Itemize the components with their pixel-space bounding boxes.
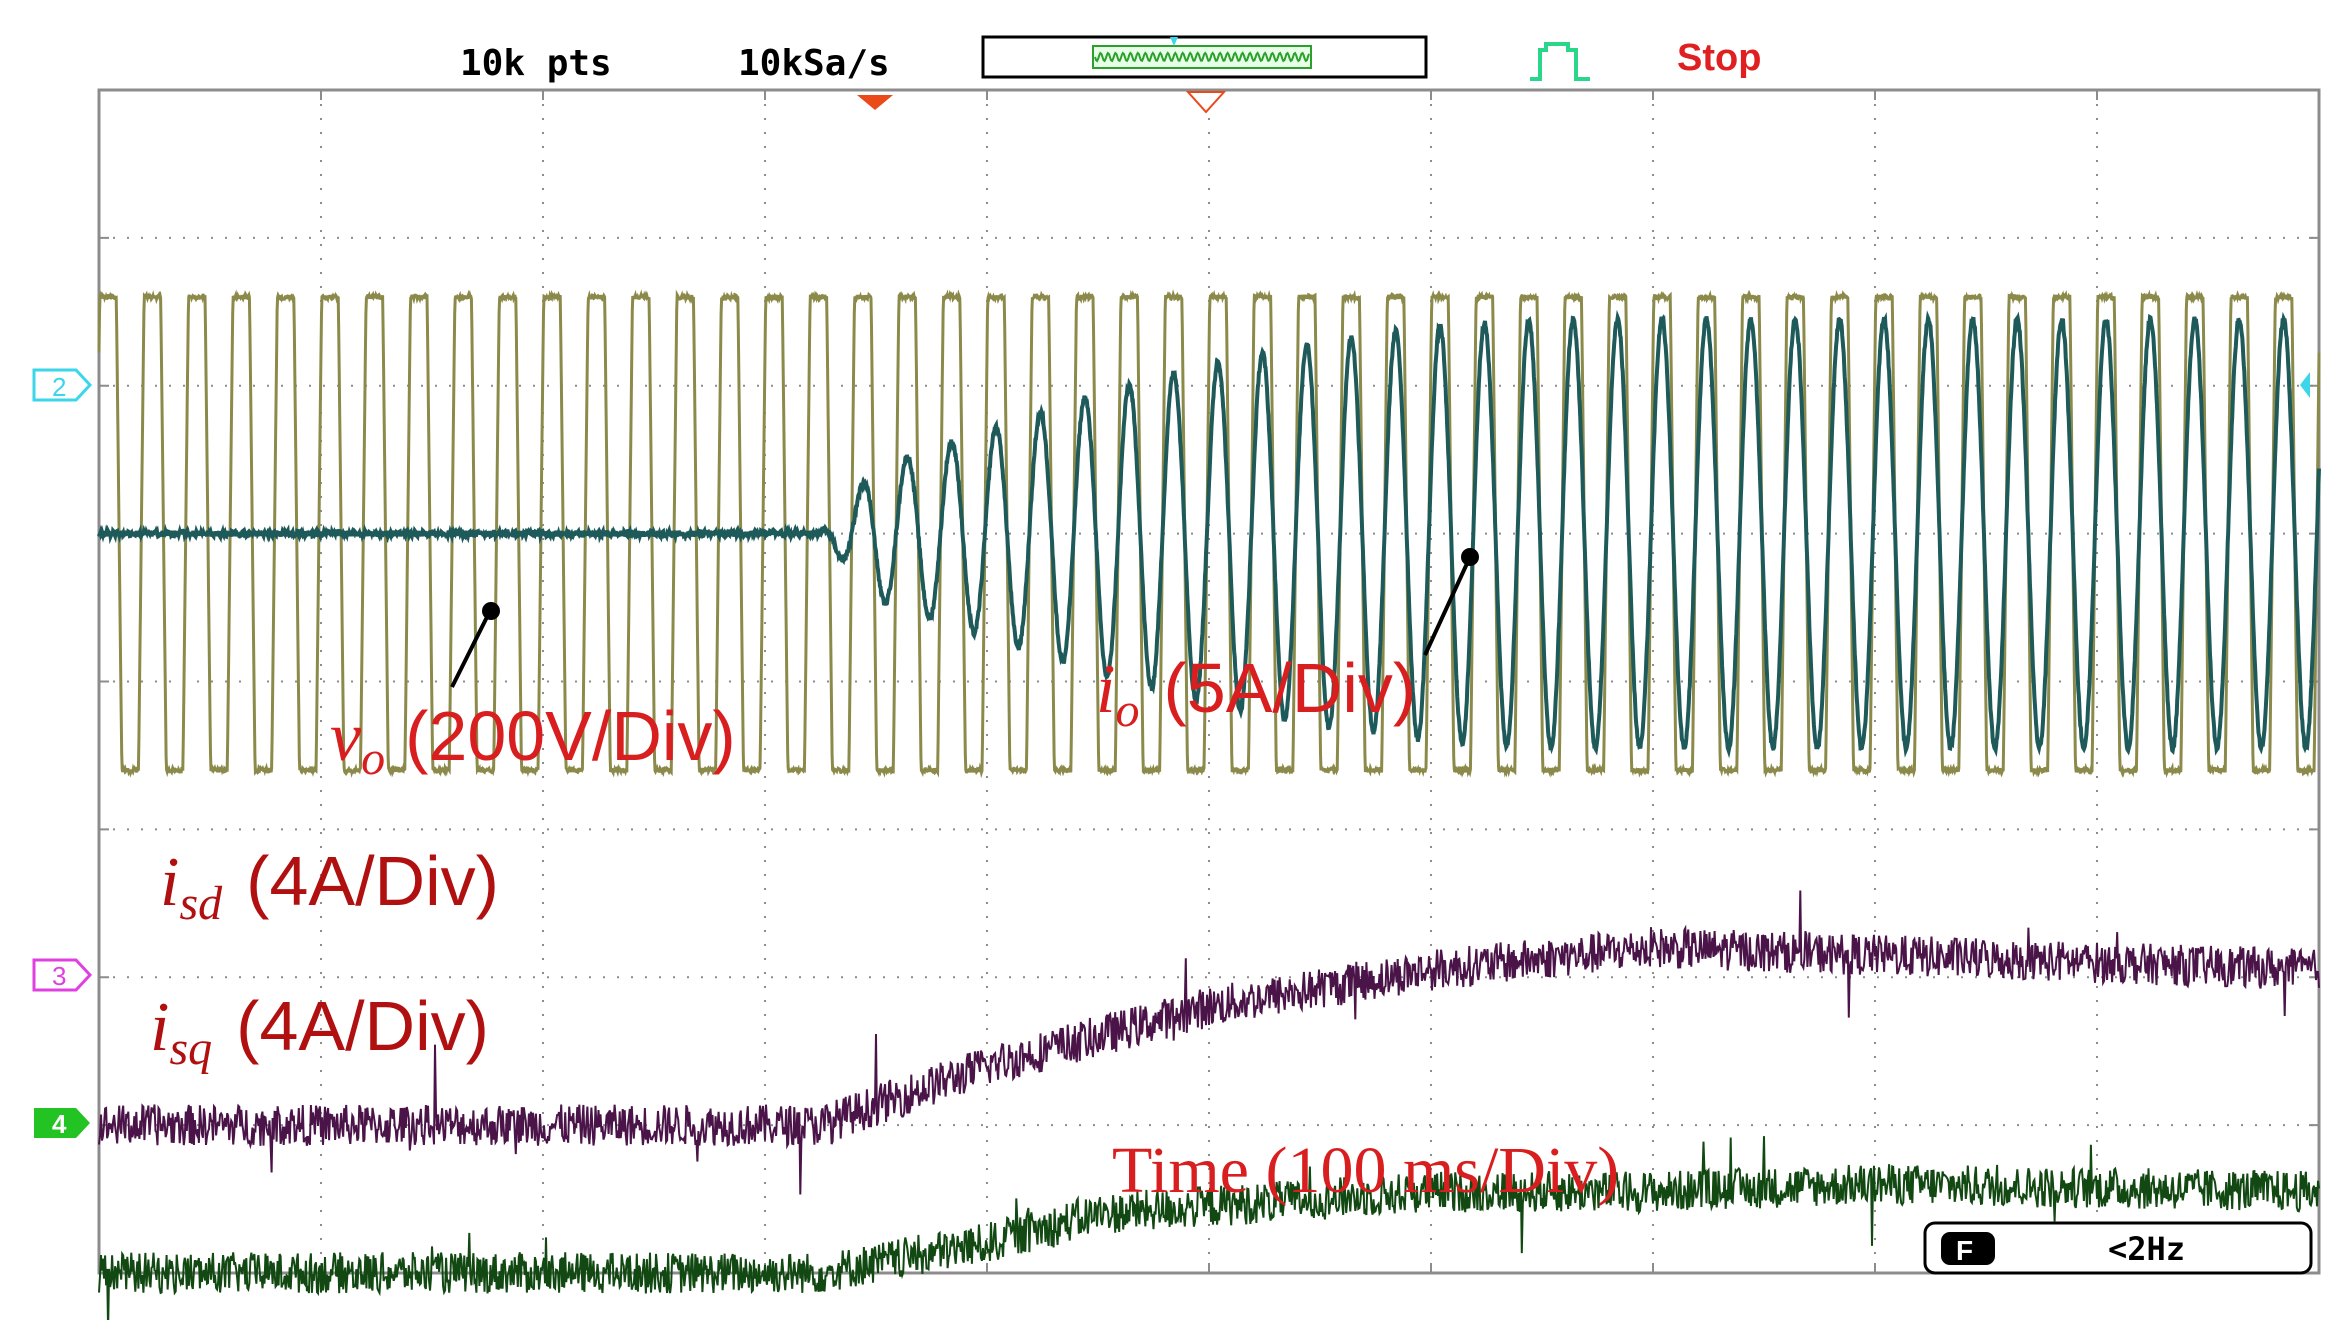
waveform-traces: [97, 289, 2321, 1320]
channel-2-right-marker: [2300, 372, 2310, 398]
annotation-isd: isd (4A/Div): [160, 842, 499, 930]
trace-isd: [98, 890, 2320, 1195]
svg-text:2: 2: [52, 372, 66, 402]
x-axis-title: Time (100 ms/Div): [1112, 1134, 1619, 1207]
channel-2-marker: 2: [32, 368, 93, 402]
channel-3-marker: 3: [32, 958, 93, 992]
annotation-isq: isq (4A/Div): [150, 987, 489, 1075]
memory-overview: [981, 35, 1428, 79]
sample-rate-readout: 10kSa/s: [738, 43, 890, 84]
svg-text:3: 3: [52, 961, 66, 991]
channel-4-marker: 4: [34, 1108, 90, 1139]
frequency-counter: F <2Hz: [1923, 1221, 2313, 1275]
run-mode-icon: [1530, 42, 1590, 81]
time-reference-marker: [1185, 91, 1227, 114]
run-state: Stop: [1677, 37, 1761, 79]
memory-position-marker: [1170, 37, 1178, 46]
annotation-io: io (5A/Div): [1096, 548, 1479, 737]
trigger-position-marker: [857, 95, 893, 110]
trace-io: [97, 309, 2321, 759]
svg-text:4: 4: [52, 1109, 67, 1139]
svg-text:vo(200V/Div): vo (200V/Div): [330, 697, 736, 785]
points-readout: 10k pts: [460, 43, 612, 84]
trace-isq: [98, 1136, 2320, 1320]
svg-text:io(5A/Div): io (5A/Div): [1096, 649, 1416, 737]
trace-vo: [97, 289, 2321, 779]
svg-text:<2Hz: <2Hz: [2108, 1230, 2185, 1268]
annotation-vo: vo (200V/Div): [330, 602, 736, 785]
graticule: [99, 90, 2319, 1273]
svg-text:F: F: [1956, 1235, 1973, 1266]
